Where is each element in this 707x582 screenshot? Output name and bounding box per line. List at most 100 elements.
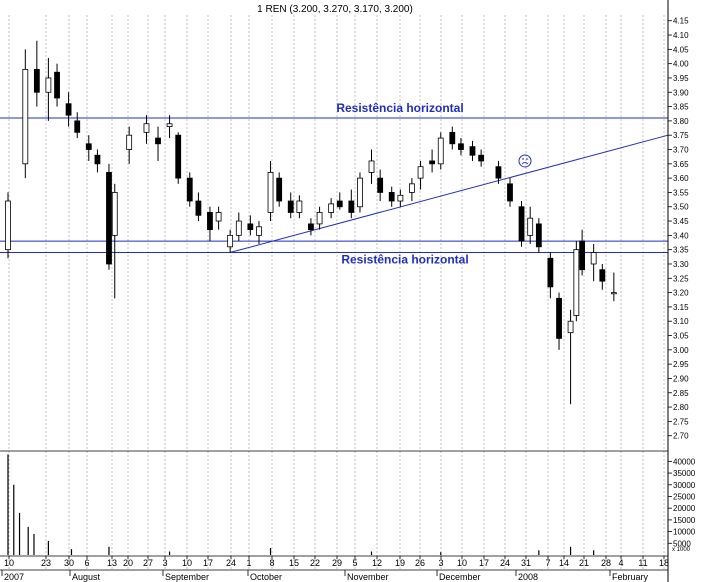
candle-up bbox=[45, 77, 52, 93]
x-month-label: November bbox=[347, 572, 389, 582]
x-day-label: 18 bbox=[659, 558, 669, 568]
candle-down bbox=[94, 154, 101, 165]
volume-unit-label: x 1000 bbox=[672, 547, 691, 553]
candle-up bbox=[567, 320, 574, 334]
trendline bbox=[229, 134, 669, 254]
x-day-label: 8 bbox=[269, 558, 274, 568]
candle-down bbox=[336, 200, 343, 208]
x-day-label: 29 bbox=[332, 558, 342, 568]
candle-up bbox=[527, 217, 534, 236]
candle-down bbox=[429, 160, 435, 165]
x-month-label: October bbox=[250, 572, 282, 582]
candle-up bbox=[316, 212, 323, 225]
candle-up bbox=[235, 220, 242, 236]
price-tick-label: 3.50 bbox=[673, 203, 689, 212]
candlestick-series bbox=[5, 40, 617, 405]
candle-up bbox=[437, 137, 444, 165]
candle-up bbox=[143, 123, 150, 133]
candle-up bbox=[256, 226, 262, 236]
price-tick-label: 3.90 bbox=[673, 88, 689, 97]
x-day-label: 31 bbox=[521, 558, 531, 568]
frown-face-mouth bbox=[521, 162, 529, 165]
candle-down bbox=[155, 137, 161, 145]
x-day-label: 13 bbox=[107, 558, 117, 568]
annotation-layer: Resistência horizontal Resistência horizo… bbox=[0, 101, 669, 267]
grid-lines bbox=[8, 15, 665, 570]
candle-up bbox=[408, 183, 415, 193]
price-tick-label: 3.70 bbox=[673, 146, 689, 155]
candle-up bbox=[5, 200, 11, 251]
candle-down bbox=[556, 297, 562, 339]
price-tick-label: 3.80 bbox=[673, 117, 689, 126]
price-tick-label: 4.05 bbox=[673, 45, 689, 54]
x-day-label: 7 bbox=[545, 558, 550, 568]
candle-up bbox=[126, 134, 133, 150]
candle-up bbox=[328, 203, 335, 213]
candle-down bbox=[85, 143, 92, 150]
price-tick-label: 3.85 bbox=[673, 103, 689, 112]
x-day-label: 19 bbox=[395, 558, 405, 568]
candle-down bbox=[469, 146, 476, 156]
x-day-label: 3 bbox=[438, 558, 443, 568]
price-tick-label: 3.95 bbox=[673, 74, 689, 83]
resistance-label: Resistência horizontal bbox=[341, 253, 468, 267]
candle-down bbox=[449, 131, 456, 145]
candle-down bbox=[33, 68, 40, 93]
price-tick-label: 3.65 bbox=[673, 160, 689, 169]
candle-up bbox=[166, 123, 173, 128]
x-day-label: 20 bbox=[123, 558, 133, 568]
candle-down bbox=[478, 154, 485, 162]
candle-down bbox=[106, 172, 112, 265]
candle-down bbox=[458, 143, 464, 150]
candle-up bbox=[610, 292, 617, 295]
candle-down bbox=[495, 166, 502, 179]
price-tick-label: 3.05 bbox=[673, 332, 689, 341]
price-tick-label: 2.70 bbox=[673, 432, 689, 441]
price-tick-label: 4.10 bbox=[673, 31, 689, 40]
volume-tick-label: 25000 bbox=[673, 492, 696, 501]
x-day-label: 17 bbox=[203, 558, 213, 568]
volume-bars bbox=[7, 454, 595, 555]
volume-tick-label: 40000 bbox=[673, 457, 696, 466]
price-tick-label: 3.75 bbox=[673, 131, 689, 140]
x-month-label: September bbox=[165, 572, 209, 582]
candle-up bbox=[368, 160, 375, 173]
frown-face-eye bbox=[522, 158, 524, 160]
candle-down bbox=[599, 269, 606, 282]
candle-down bbox=[175, 134, 182, 179]
candle-up bbox=[590, 252, 597, 265]
volume-tick-label: 15000 bbox=[673, 516, 696, 525]
candle-down bbox=[247, 223, 254, 231]
candle-down bbox=[518, 206, 525, 242]
candle-down bbox=[65, 103, 72, 116]
candle-down bbox=[186, 177, 193, 202]
price-tick-label: 3.00 bbox=[673, 346, 689, 355]
candle-down bbox=[579, 240, 586, 271]
x-day-label: 11 bbox=[638, 558, 647, 568]
x-day-label: 5 bbox=[352, 558, 357, 568]
candle-down bbox=[287, 200, 294, 213]
price-tick-label: 2.85 bbox=[673, 389, 689, 398]
volume-tick-label: 35000 bbox=[673, 469, 696, 478]
volume-tick-label: 20000 bbox=[673, 504, 696, 513]
x-month-label: 2007 bbox=[4, 572, 24, 582]
volume-tick-label: 30000 bbox=[673, 481, 696, 490]
price-tick-label: 4.15 bbox=[673, 17, 689, 26]
price-tick-label: 3.40 bbox=[673, 231, 689, 240]
candle-up bbox=[227, 234, 234, 248]
x-day-label: 24 bbox=[500, 558, 510, 568]
x-month-label: 2008 bbox=[518, 572, 538, 582]
candle-down bbox=[308, 223, 314, 231]
resistance-label: Resistência horizontal bbox=[336, 101, 463, 115]
price-tick-label: 3.30 bbox=[673, 260, 689, 269]
candle-up bbox=[296, 200, 303, 213]
x-day-label: 6 bbox=[84, 558, 89, 568]
volume-tick-label: 5000 bbox=[673, 539, 691, 548]
x-day-label: 21 bbox=[579, 558, 589, 568]
candle-up bbox=[357, 177, 363, 208]
x-day-label: 1 bbox=[246, 558, 251, 568]
x-day-label: 22 bbox=[310, 558, 320, 568]
x-day-label: 28 bbox=[601, 558, 611, 568]
x-day-label: 17 bbox=[479, 558, 489, 568]
